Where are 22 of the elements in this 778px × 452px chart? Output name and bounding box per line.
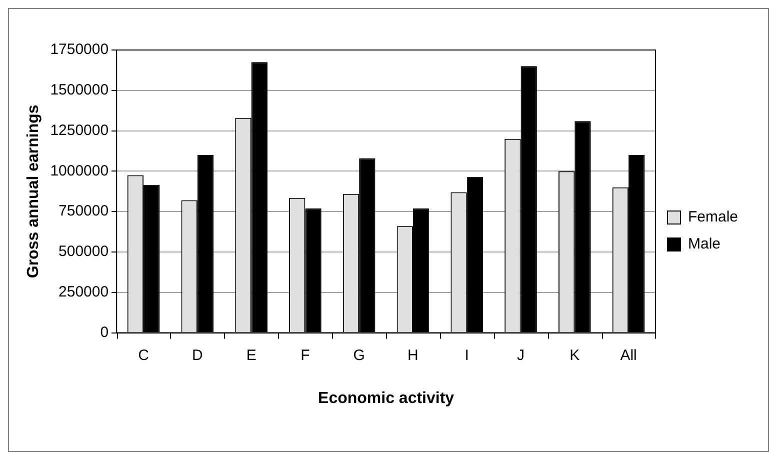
x-tick-label: E [246, 346, 256, 364]
y-axis-title: Gross annual earnings [25, 104, 42, 278]
x-tick-label: D [192, 346, 204, 364]
x-tick-label: G [353, 346, 365, 364]
y-tick-label: 250000 [58, 284, 109, 301]
y-tick-label: 1000000 [50, 162, 109, 180]
legend-label: Female [688, 208, 738, 226]
x-tick-label: F [300, 346, 310, 364]
y-tick-label: 750000 [58, 202, 109, 220]
x-tick-label: I [464, 346, 469, 364]
x-tick-label: K [570, 346, 580, 364]
legend-label: Male [688, 236, 720, 253]
x-tick-label: J [517, 346, 525, 364]
y-tick-label: 500000 [58, 243, 109, 260]
x-axis-title: Economic activity [318, 390, 454, 407]
x-tick-label: All [620, 346, 637, 364]
y-tick-label: 1250000 [50, 122, 109, 139]
y-tick-label: 0 [100, 324, 109, 341]
x-tick-label: C [138, 346, 150, 364]
y-tick-label: 1500000 [50, 82, 109, 99]
x-tick-label: H [408, 346, 418, 364]
y-tick-label: 1750000 [50, 41, 109, 58]
